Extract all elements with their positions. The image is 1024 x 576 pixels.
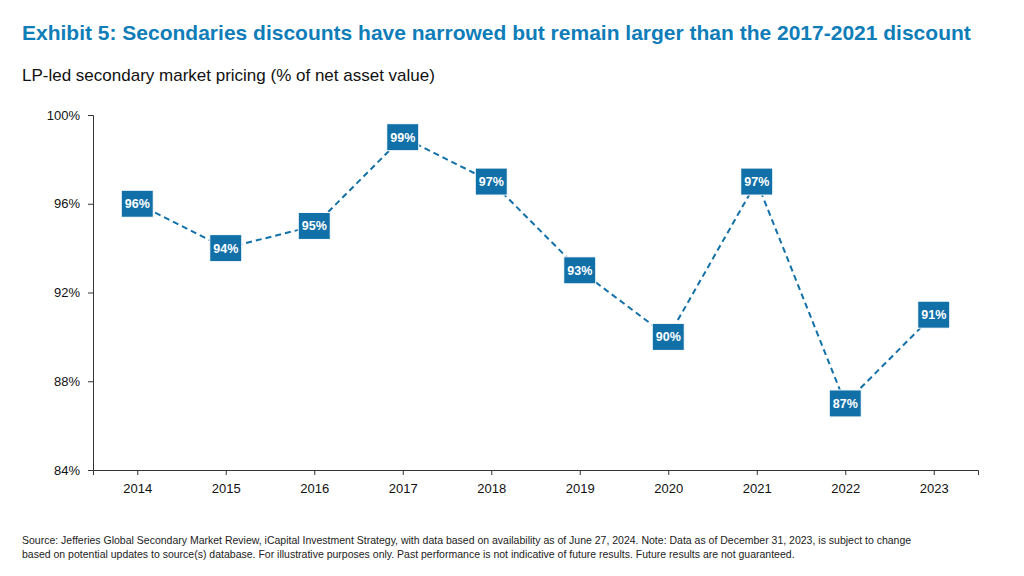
- marker: [475, 168, 507, 195]
- subtitle: LP-led secondary market pricing (% of ne…: [22, 66, 435, 85]
- y-tick-label: 96%: [54, 196, 80, 211]
- x-tick-mark: [845, 470, 846, 475]
- x-tick-mark: [934, 470, 935, 475]
- x-tick: 2014: [123, 470, 152, 496]
- footnote: Source: Jefferies Global Secondary Marke…: [22, 534, 911, 546]
- y-tick-mark: [88, 204, 93, 205]
- marker: [918, 301, 950, 328]
- y-tick-label: 100%: [47, 108, 81, 123]
- footnote: based on potential updates to source(s) …: [22, 548, 795, 560]
- y-tick: 92%: [54, 285, 93, 300]
- x-tick: 2018: [477, 470, 506, 496]
- marker: [387, 124, 419, 151]
- x-tick-label: 2017: [389, 481, 418, 496]
- x-tick: 2020: [654, 470, 683, 496]
- title: Exhibit 5: Secondaries discounts have na…: [22, 21, 971, 44]
- y-tick: 96%: [54, 196, 93, 211]
- marker: [829, 390, 861, 417]
- data-label: 95%: [302, 219, 327, 233]
- y-tick: 84%: [54, 463, 93, 478]
- y-tick-mark: [88, 381, 93, 382]
- x-tick: 2017: [389, 470, 418, 496]
- x-tick: 2022: [831, 470, 860, 496]
- data-label: 97%: [744, 175, 769, 189]
- x-tick-label: 2016: [300, 481, 329, 496]
- marker: [210, 235, 242, 262]
- data-label: 87%: [833, 397, 858, 411]
- marker: [121, 190, 153, 217]
- x-tick-label: 2018: [477, 481, 506, 496]
- x-tick-mark: [314, 470, 315, 475]
- x-tick-label: 2023: [920, 481, 949, 496]
- y-tick-mark: [88, 470, 93, 471]
- plot-area: [121, 124, 950, 417]
- marker: [564, 257, 596, 284]
- marker: [741, 168, 773, 195]
- data-label: 91%: [921, 308, 946, 322]
- x-tick-label: 2019: [566, 481, 595, 496]
- data-label: 90%: [656, 330, 681, 344]
- data-label: 93%: [567, 264, 592, 278]
- chart: Exhibit 5: Secondaries discounts have na…: [0, 0, 1024, 576]
- x-tick-mark: [137, 470, 138, 475]
- x-tick-mark: [226, 470, 227, 475]
- y-tick-mark: [88, 115, 93, 116]
- data-label: 94%: [213, 242, 238, 256]
- x-tick-label: 2015: [212, 481, 241, 496]
- x-tick-label: 2020: [654, 481, 683, 496]
- x-tick: 2016: [300, 470, 329, 496]
- x-axis-line: [94, 471, 979, 476]
- line: [137, 137, 934, 403]
- marker: [652, 323, 684, 350]
- x-tick-label: 2014: [123, 481, 152, 496]
- x-tick-label: 2021: [743, 481, 772, 496]
- x-tick: 2019: [566, 470, 595, 496]
- x-tick-label: 2022: [831, 481, 860, 496]
- x-tick-mark: [757, 470, 758, 475]
- x-tick-mark: [491, 470, 492, 475]
- data-label: 97%: [479, 175, 504, 189]
- x-tick-mark: [668, 470, 669, 475]
- data-label: 99%: [390, 131, 415, 145]
- x-tick-mark: [403, 470, 404, 475]
- x-tick: 2015: [212, 470, 241, 496]
- data-label: 96%: [125, 197, 150, 211]
- y-tick-label: 84%: [54, 463, 80, 478]
- y-axis: 84% 88% 92% 96% 100%: [47, 108, 94, 478]
- x-tick-mark: [580, 470, 581, 475]
- y-axis-line: [88, 116, 94, 471]
- y-tick-label: 88%: [54, 374, 80, 389]
- data-labels: 96% 94% 95% 99% 97% 93% 90% 97% 87% 91%: [125, 131, 947, 411]
- y-tick: 100%: [47, 108, 93, 123]
- marker: [298, 212, 330, 239]
- x-tick: 2023: [920, 470, 949, 496]
- x-tick: 2021: [743, 470, 772, 496]
- y-tick-label: 92%: [54, 285, 80, 300]
- x-axis: 2014 2015 2016 2017 2018 2019 2020 2021 2022 2023: [94, 470, 979, 496]
- y-tick: 88%: [54, 374, 93, 389]
- y-tick-mark: [88, 293, 93, 294]
